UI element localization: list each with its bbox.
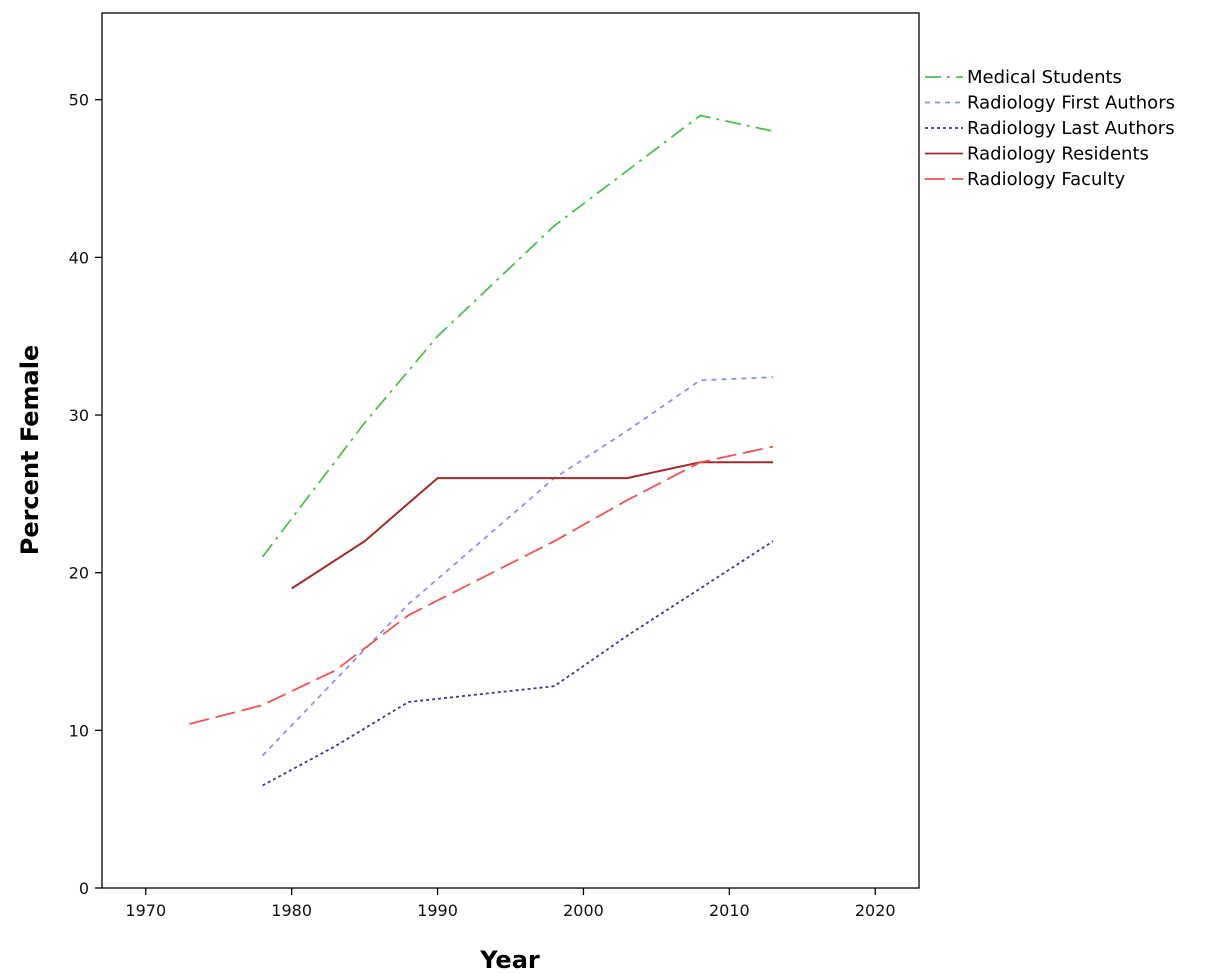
y-axis: 0 10 20 30 40 50	[69, 91, 102, 898]
legend-label: Medical Students	[967, 67, 1122, 88]
legend-label: Radiology Faculty	[967, 169, 1125, 190]
plot-frame	[101, 12, 920, 889]
legend-label: Radiology First Authors	[967, 93, 1175, 114]
y-tick-label: 20	[69, 564, 89, 583]
x-tick-label: 2000	[563, 901, 604, 920]
y-tick-label: 30	[69, 406, 89, 425]
x-tick-label: 1990	[417, 901, 458, 920]
y-axis-title: Percent Female	[16, 345, 44, 556]
x-tick-label: 2020	[855, 901, 896, 920]
y-tick-label: 10	[69, 721, 89, 740]
legend-label: Radiology Residents	[967, 144, 1149, 165]
x-axis: 1970 1980 1990 2000 2010 2020	[125, 888, 896, 920]
legend-label: Radiology Last Authors	[967, 118, 1175, 139]
x-tick-label: 1970	[125, 901, 166, 920]
legend: Medical Students Radiology First Authors R…	[925, 67, 1175, 190]
series-line-radiology-last-authors	[262, 540, 774, 787]
series-layer	[189, 114, 774, 787]
series-line-medical-students	[261, 114, 774, 558]
y-tick-label: 40	[69, 248, 89, 267]
y-tick-label: 0	[79, 879, 89, 898]
x-axis-title: Year	[479, 946, 540, 974]
x-tick-label: 1980	[271, 901, 312, 920]
series-line-radiology-faculty	[189, 445, 774, 725]
y-tick-label: 50	[69, 91, 89, 110]
x-tick-label: 2010	[709, 901, 750, 920]
